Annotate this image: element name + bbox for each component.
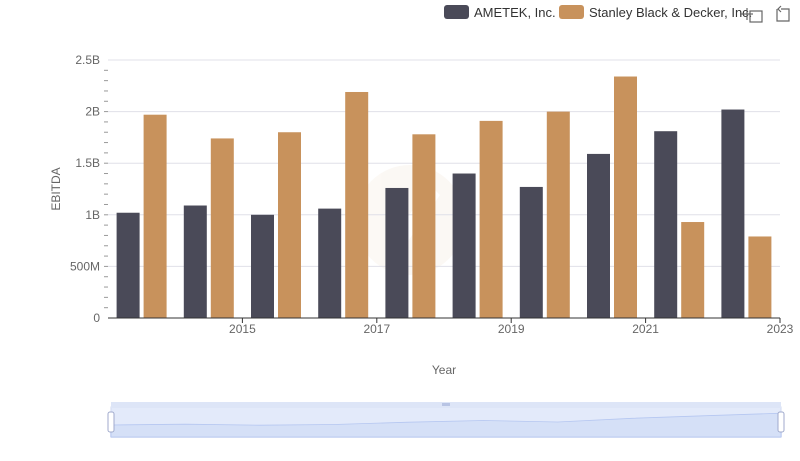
y-axis-title: EBITDA <box>49 167 63 210</box>
bar-ametek-2023[interactable] <box>721 109 745 318</box>
axes <box>104 69 781 323</box>
bar-ametek-2020[interactable] <box>519 186 543 318</box>
bar-stanley-2021[interactable] <box>614 76 637 319</box>
bar-stanley-2017[interactable] <box>345 91 369 318</box>
legend: AMETEK, Inc. Stanley Black & Decker, Inc… <box>444 5 752 20</box>
slider-move-handle-icon[interactable] <box>442 403 450 406</box>
bar-stanley-2014[interactable] <box>143 114 167 318</box>
x-tick-label: 2017 <box>363 322 390 336</box>
bar-ametek-2022[interactable] <box>654 131 678 318</box>
x-tick-labels: 2015 2017 2019 2021 2023 <box>229 322 794 336</box>
x-tick-label: 2023 <box>767 322 794 336</box>
x-tick-label: 2015 <box>229 322 256 336</box>
bar-ametek-2019[interactable] <box>452 173 476 318</box>
bar-ametek-2017[interactable] <box>318 208 342 318</box>
x-tick-label: 2021 <box>632 322 659 336</box>
slider-handle-left[interactable] <box>107 411 115 433</box>
y-tick-label: 500M <box>70 259 100 273</box>
bar-ametek-2021[interactable] <box>587 153 610 318</box>
x-tick-label: 2019 <box>498 322 525 336</box>
legend-label-stanley[interactable]: Stanley Black & Decker, Inc. <box>589 5 752 20</box>
bar-stanley-2020[interactable] <box>546 111 570 318</box>
bar-stanley-2022[interactable] <box>681 222 705 318</box>
slider-selection[interactable] <box>111 407 781 437</box>
bar-ametek-2018[interactable] <box>385 187 409 318</box>
bar-stanley-2023[interactable] <box>748 236 772 318</box>
y-tick-labels: 0 500M 1B 1.5B 2B 2.5B <box>70 53 100 325</box>
legend-label-ametek[interactable]: AMETEK, Inc. <box>474 5 556 20</box>
bar-stanley-2019[interactable] <box>479 120 503 318</box>
bar-stanley-2015[interactable] <box>210 138 234 318</box>
y-tick-label: 0 <box>93 311 100 325</box>
y-tick-label: 2.5B <box>75 53 100 67</box>
bar-ametek-2016[interactable] <box>251 214 274 318</box>
watermark-logo <box>355 165 465 275</box>
data-zoom-slider[interactable] <box>107 402 785 438</box>
bar-stanley-2018[interactable] <box>412 134 436 318</box>
legend-swatch-stanley[interactable] <box>559 5 584 19</box>
bars <box>116 76 772 319</box>
x-axis-title: Year <box>432 363 456 377</box>
y-tick-label: 1B <box>85 208 100 222</box>
bar-ametek-2015[interactable] <box>183 205 207 318</box>
reset-icon[interactable] <box>776 5 790 22</box>
bar-ametek-2014[interactable] <box>116 212 140 318</box>
bar-stanley-2016[interactable] <box>278 132 301 318</box>
y-tick-label: 1.5B <box>75 156 100 170</box>
slider-handle-right[interactable] <box>777 411 785 433</box>
y-tick-label: 2B <box>85 105 100 119</box>
legend-swatch-ametek[interactable] <box>444 5 469 19</box>
zoom-icon[interactable] <box>741 8 763 23</box>
